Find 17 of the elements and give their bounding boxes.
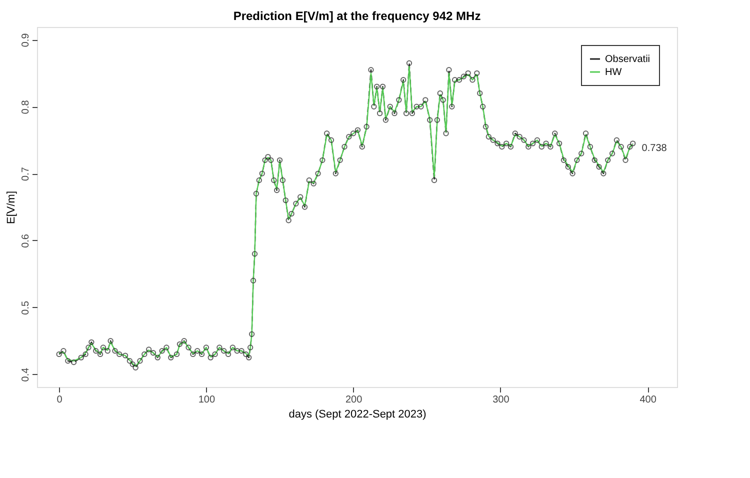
y-tick-label: 0.5: [20, 300, 32, 315]
x-axis-title: days (Sept 2022-Sept 2023): [288, 408, 426, 420]
x-tick-label: 300: [492, 394, 510, 406]
annotation: 0.738: [642, 143, 668, 154]
y-tick-label: 0.8: [20, 100, 32, 114]
y-axis-title: E[V/m]: [6, 190, 18, 224]
y-tick-label: 0.9: [20, 32, 32, 48]
x-tick-label: 400: [640, 394, 657, 406]
legend-label: HW: [605, 67, 622, 78]
y-tick-label: 0.4: [20, 367, 32, 382]
legend-label: Observatii: [605, 54, 650, 65]
x-tick-label: 0: [56, 394, 63, 406]
y-tick-label: 0.6: [20, 234, 32, 248]
x-tick-label: 100: [198, 394, 216, 406]
chart-title: Prediction E[V/m] at the frequency 942 MHz: [233, 9, 481, 23]
x-tick-label: 200: [345, 394, 363, 406]
y-tick-label: 0.7: [20, 166, 32, 181]
